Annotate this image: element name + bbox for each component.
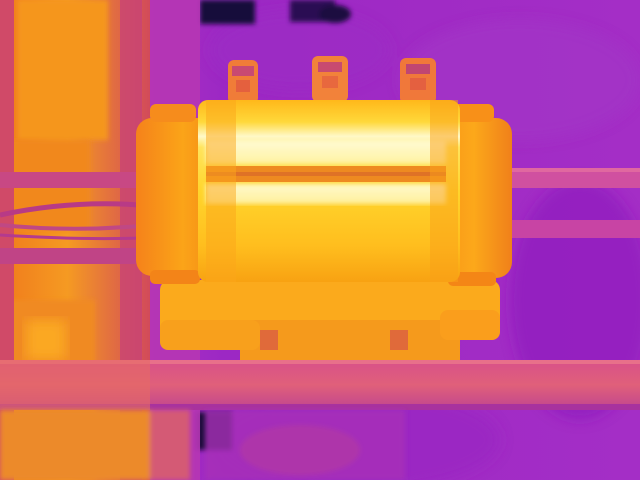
motor-base bbox=[160, 280, 500, 360]
end-cap-left bbox=[136, 104, 214, 284]
motor-body bbox=[198, 100, 460, 282]
mount-arms-right bbox=[505, 168, 640, 238]
top-bolts bbox=[228, 56, 436, 104]
mount-arms-left bbox=[0, 172, 141, 264]
support-rail bbox=[0, 360, 640, 410]
lower-structure bbox=[0, 410, 405, 480]
